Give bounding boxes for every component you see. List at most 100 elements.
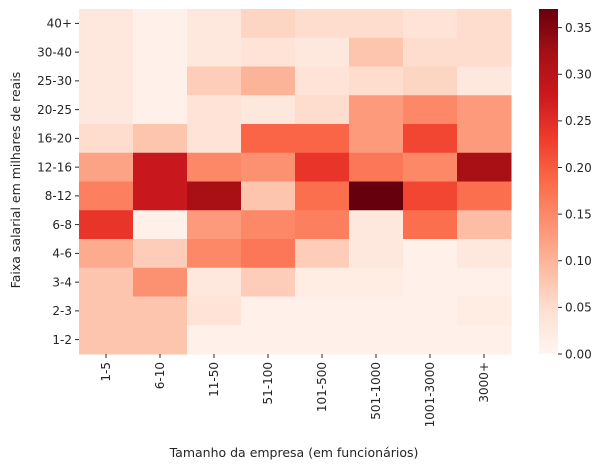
heatmap-cell	[457, 66, 512, 96]
heatmap-cell	[187, 9, 242, 39]
x-tick-label: 1001-3000	[423, 362, 437, 427]
colorbar	[539, 9, 558, 354]
heatmap-cell	[187, 239, 242, 269]
heatmap-cell	[457, 37, 512, 67]
heatmap-cell	[349, 152, 404, 182]
heatmap-cell	[79, 325, 134, 355]
heatmap-cell	[79, 37, 134, 67]
colorbar-ticks: 0.00 0.05 0.10 0.15 0.20 0.25 0.30 0.35	[558, 21, 592, 361]
x-tick-label: 11-50	[207, 362, 221, 397]
heatmap-cell	[187, 124, 242, 154]
heatmap-cell	[349, 325, 404, 355]
heatmap-cell	[457, 95, 512, 125]
heatmap-cell	[295, 124, 350, 154]
heatmap-cell	[295, 95, 350, 125]
heatmap-cell	[187, 152, 242, 182]
heatmap-cell	[403, 181, 458, 211]
y-tick-label: 4-6	[52, 247, 72, 261]
heatmap-cell	[457, 325, 512, 355]
heatmap-cell	[187, 95, 242, 125]
heatmap-cell	[457, 9, 512, 39]
heatmap-cell	[133, 37, 188, 67]
colorbar-tick-label: 0.00	[565, 347, 592, 361]
y-tick-label: 3-4	[52, 275, 72, 289]
heatmap-cell	[349, 296, 404, 326]
heatmap-cell	[403, 37, 458, 67]
heatmap-cell	[295, 239, 350, 269]
heatmap-cell	[79, 66, 134, 96]
x-tick-label: 3000+	[477, 362, 491, 403]
colorbar-tick-label: 0.10	[565, 254, 592, 268]
heatmap-cell	[403, 124, 458, 154]
heatmap-cell	[133, 95, 188, 125]
heatmap-cell	[241, 296, 296, 326]
heatmap-cell	[349, 267, 404, 297]
heatmap-cell	[295, 210, 350, 240]
heatmap-cells	[79, 9, 512, 355]
colorbar-tick-label: 0.25	[565, 114, 592, 128]
heatmap-cell	[241, 210, 296, 240]
heatmap-cell	[241, 124, 296, 154]
y-tick-label: 30-40	[37, 45, 72, 59]
heatmap-cell	[403, 267, 458, 297]
x-tick-label: 51-100	[261, 362, 275, 405]
heatmap-cell	[187, 66, 242, 96]
heatmap-cell	[295, 325, 350, 355]
heatmap-cell	[349, 210, 404, 240]
x-tick-label: 101-500	[315, 362, 329, 412]
heatmap-cell	[133, 210, 188, 240]
heatmap-cell	[79, 9, 134, 39]
heatmap-cell	[187, 296, 242, 326]
heatmap-cell	[349, 66, 404, 96]
heatmap-cell	[457, 152, 512, 182]
heatmap-cell	[457, 296, 512, 326]
y-tick-label: 2-3	[52, 304, 72, 318]
heatmap-cell	[79, 95, 134, 125]
heatmap-cell	[295, 66, 350, 96]
heatmap-cell	[79, 239, 134, 269]
heatmap-cell	[133, 239, 188, 269]
x-axis-label: Tamanho da empresa (em funcionários)	[169, 445, 419, 460]
y-axis-ticks: 40+ 30-40 25-30 20-25 16-20 12-16 8-12 6-8 4-6 3-…	[37, 17, 79, 347]
heatmap-cell	[187, 210, 242, 240]
heatmap-cell	[403, 210, 458, 240]
heatmap-cell	[349, 181, 404, 211]
heatmap-cell	[79, 181, 134, 211]
heatmap-cell	[403, 95, 458, 125]
heatmap-cell	[241, 267, 296, 297]
colorbar-tick-label: 0.20	[565, 161, 592, 175]
heatmap-cell	[457, 267, 512, 297]
heatmap-cell	[187, 181, 242, 211]
x-axis-ticks: 1-5 6-10 11-50 51-100 101-500 501-1000 1001-30…	[99, 354, 491, 427]
heatmap-cell	[133, 9, 188, 39]
y-tick-label: 6-8	[52, 218, 72, 232]
y-tick-label: 25-30	[37, 74, 72, 88]
heatmap-cell	[133, 267, 188, 297]
colorbar-tick-label: 0.05	[565, 301, 592, 315]
heatmap-cell	[295, 267, 350, 297]
heatmap-cell	[349, 124, 404, 154]
heatmap-cell	[79, 152, 134, 182]
heatmap-cell	[133, 325, 188, 355]
heatmap-cell	[295, 181, 350, 211]
heatmap-cell	[403, 325, 458, 355]
heatmap-cell	[295, 37, 350, 67]
heatmap-cell	[403, 152, 458, 182]
colorbar-tick-label: 0.35	[565, 21, 592, 35]
y-tick-label: 20-25	[37, 103, 72, 117]
x-tick-label: 6-10	[153, 362, 167, 389]
heatmap-cell	[349, 239, 404, 269]
y-tick-label: 1-2	[52, 333, 72, 347]
heatmap-cell	[133, 181, 188, 211]
heatmap-cell	[241, 95, 296, 125]
y-tick-label: 8-12	[45, 189, 72, 203]
x-tick-label: 501-1000	[369, 362, 383, 420]
heatmap-cell	[349, 37, 404, 67]
heatmap-cell	[349, 9, 404, 39]
heatmap-cell	[79, 210, 134, 240]
heatmap-cell	[349, 95, 404, 125]
heatmap-cell	[403, 9, 458, 39]
heatmap-cell	[79, 296, 134, 326]
heatmap-cell	[241, 181, 296, 211]
